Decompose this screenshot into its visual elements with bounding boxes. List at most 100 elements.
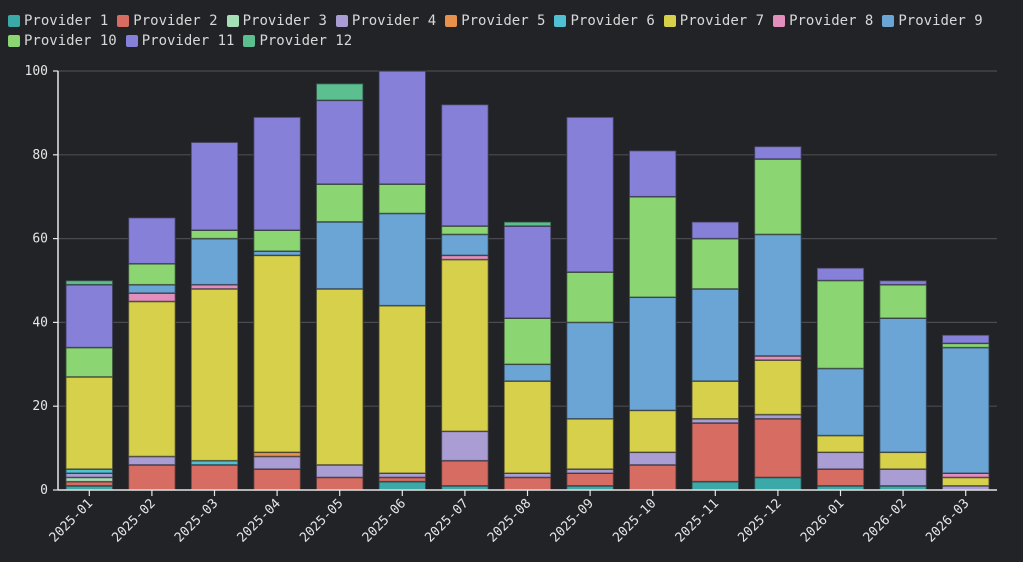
x-tick-label: 2025-01 [47, 496, 96, 545]
bar-segment [628, 409, 677, 454]
bar-segment [565, 321, 615, 420]
legend-swatch [554, 14, 567, 27]
legend-item[interactable]: Provider 12 [243, 31, 352, 50]
bar-segment [878, 279, 928, 286]
bar-segment [753, 359, 803, 416]
bar-segment [691, 288, 740, 382]
bar-segment [378, 304, 427, 474]
bar-segment [816, 279, 865, 370]
legend-swatch [882, 14, 895, 27]
bar-segment [565, 418, 615, 470]
y-tick-label: 0 [40, 483, 48, 498]
bar-segment [878, 468, 928, 487]
bar-segment [378, 183, 427, 215]
legend-label: Provider 6 [570, 12, 655, 29]
chart-legend: Provider 1 Provider 2 Provider 3 Provider 4… [8, 11, 1008, 50]
bar-segment [753, 233, 803, 357]
bar-segment [190, 229, 239, 240]
x-tick-label: 2025-07 [422, 496, 471, 545]
legend-item[interactable]: Provider 4 [335, 11, 436, 30]
bar-segment [65, 279, 114, 286]
legend-item[interactable]: Provider 7 [663, 11, 764, 30]
legend-label: Provider 11 [141, 32, 235, 49]
bar-segment [315, 183, 364, 223]
bar-segment [628, 296, 677, 412]
bar-segment [503, 317, 552, 366]
legend-item[interactable]: Provider 10 [8, 31, 117, 50]
bar-segment [691, 480, 740, 491]
bar-segment [65, 376, 114, 470]
bar-segment [503, 221, 552, 227]
x-tick-label: 2025-12 [735, 496, 784, 545]
bar-segment [816, 434, 865, 454]
bar-segment [127, 455, 177, 466]
bar-segment [190, 237, 239, 286]
bar-segment [941, 346, 990, 474]
bar-segment [816, 367, 865, 437]
bar-segment [190, 464, 239, 491]
legend-item[interactable]: Provider 2 [117, 11, 218, 30]
bar-segment [127, 300, 177, 458]
legend-item[interactable]: Provider 3 [226, 11, 327, 30]
x-tick-label: 2025-04 [235, 496, 284, 545]
bar-segment [378, 480, 427, 491]
bar-segment [440, 459, 490, 487]
bar-segment [190, 288, 239, 462]
x-tick-label: 2025-06 [360, 496, 409, 545]
bar-segment [378, 212, 427, 307]
bar-segment [565, 116, 615, 273]
legend-label: Provider 1 [24, 12, 109, 29]
bar-segment [691, 380, 740, 420]
bar-segment [127, 216, 177, 265]
bar-segment [127, 464, 177, 491]
legend-swatch [8, 34, 20, 47]
bar-segment [941, 476, 990, 487]
x-tick-label: 2025-09 [548, 496, 597, 545]
bar-segment [691, 237, 740, 290]
legend-item[interactable]: Provider 6 [554, 11, 655, 30]
bar-segment [252, 116, 302, 231]
legend-swatch [243, 34, 256, 47]
legend-swatch [226, 14, 239, 27]
legend-item[interactable]: Provider 8 [773, 11, 873, 30]
y-tick-label: 20 [32, 399, 48, 414]
bar-segment [127, 283, 177, 294]
legend-item[interactable]: Provider 11 [125, 31, 235, 50]
legend-label: Provider 8 [789, 12, 874, 29]
bar-segment [315, 288, 364, 466]
bar-segment [315, 82, 364, 102]
x-tick-label: 2025-02 [109, 496, 158, 545]
y-tick-label: 100 [25, 64, 48, 79]
legend-swatch [125, 34, 138, 47]
bar-segment [816, 468, 865, 487]
legend-swatch [8, 14, 20, 27]
legend-swatch [773, 14, 786, 27]
bar-segment [753, 145, 803, 160]
bar-segment [315, 476, 364, 491]
x-tick-label: 2025-03 [172, 496, 221, 545]
bar-segment [190, 141, 239, 231]
y-tick-label: 80 [32, 148, 48, 163]
x-tick-label: 2025-11 [673, 496, 722, 545]
bar-segment [127, 292, 177, 303]
bar-segment [440, 233, 490, 257]
legend-item[interactable]: Provider 1 [8, 11, 108, 30]
x-tick-label: 2025-10 [610, 496, 659, 545]
bar-segment [816, 451, 865, 470]
bar-segment [753, 476, 803, 491]
legend-swatch [335, 14, 348, 27]
bar-segment [503, 225, 552, 319]
bar-segment [315, 464, 364, 479]
legend-item[interactable]: Provider 9 [882, 11, 983, 30]
bar-segment [503, 380, 552, 474]
x-tick-label: 2025-08 [485, 496, 534, 545]
bar-segment [878, 283, 928, 319]
bar-segment [440, 258, 490, 433]
legend-swatch [117, 14, 130, 27]
bar-segment [440, 430, 490, 462]
legend-item[interactable]: Provider 5 [445, 11, 545, 30]
bar-segment [378, 70, 427, 185]
bar-segment [503, 363, 552, 382]
x-tick-label: 2026-01 [798, 496, 847, 545]
